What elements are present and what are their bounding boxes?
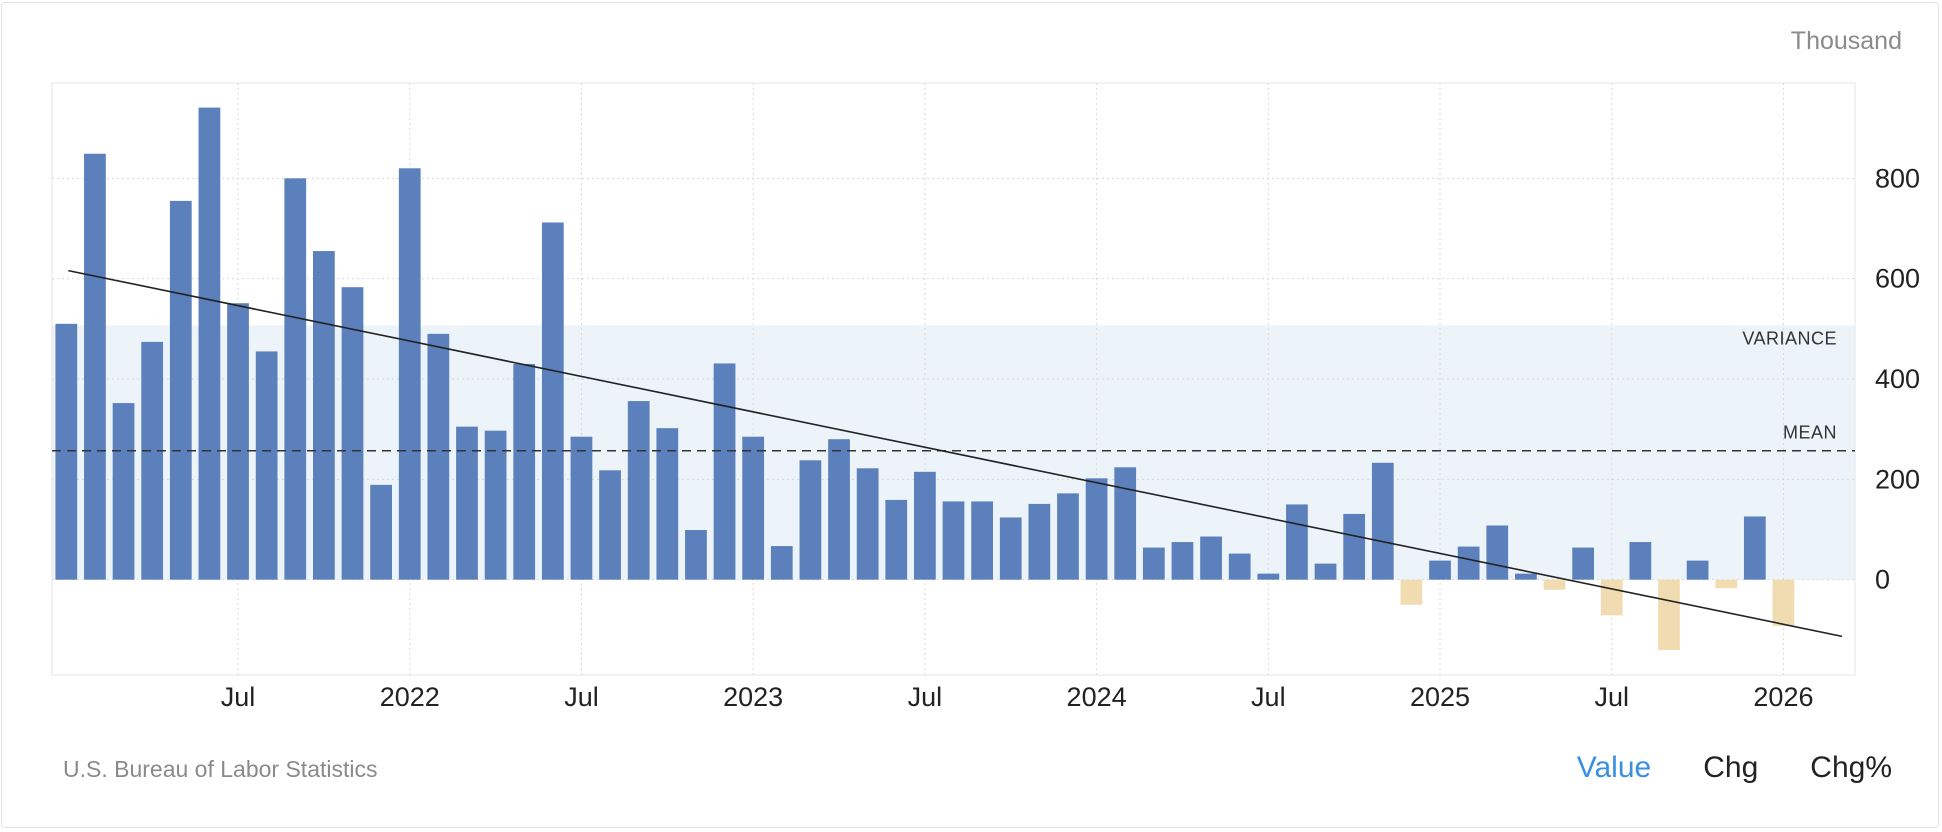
- toggle-chg-percent[interactable]: Chg%: [1810, 751, 1892, 784]
- x-tick-label: Jul: [221, 682, 256, 712]
- plot-frame: [51, 82, 1856, 676]
- bar: [942, 501, 965, 580]
- bar: [1429, 560, 1451, 580]
- bar: [1057, 493, 1079, 580]
- bar: [313, 251, 335, 580]
- y-tick-label: 600: [1875, 264, 1920, 294]
- bar: [198, 107, 221, 580]
- x-tick-label: Jul: [908, 682, 943, 712]
- bar: [1715, 579, 1738, 589]
- bar: [513, 363, 536, 580]
- bar: [1743, 516, 1766, 580]
- bar: [1543, 579, 1566, 590]
- bar: [1200, 536, 1222, 580]
- bar: [656, 428, 679, 580]
- bar: [685, 530, 707, 580]
- bar: [1658, 579, 1680, 650]
- x-tick-label: Jul: [1251, 682, 1286, 712]
- unit-label: Thousand: [1790, 27, 1902, 55]
- bar: [541, 222, 564, 580]
- trend-line: [68, 269, 1843, 638]
- bar: [169, 200, 192, 580]
- bar: [856, 468, 879, 580]
- bar: [828, 439, 850, 580]
- variance-label: VARIANCE: [1742, 328, 1837, 348]
- bar: [1371, 462, 1394, 580]
- bar: [427, 333, 450, 580]
- y-tick-label: 800: [1875, 163, 1920, 193]
- bar: [770, 546, 793, 580]
- bar: [255, 351, 278, 580]
- bar: [713, 363, 736, 580]
- bar: [570, 436, 593, 580]
- x-tick-label: 2024: [1067, 682, 1127, 712]
- x-tick-label: 2025: [1410, 682, 1470, 712]
- bar: [1629, 542, 1652, 580]
- bar: [1515, 573, 1537, 580]
- bar: [627, 401, 650, 580]
- bar: [1228, 553, 1251, 580]
- bar: [599, 470, 621, 580]
- toggle-value[interactable]: Value: [1576, 751, 1652, 784]
- y-tick-label: 200: [1875, 464, 1920, 494]
- x-tick-label: Jul: [1594, 682, 1629, 712]
- bar: [1257, 573, 1280, 580]
- bar: [227, 303, 249, 580]
- y-tick-label: 400: [1875, 364, 1920, 394]
- bar: [1114, 467, 1137, 580]
- bar: [398, 168, 421, 580]
- bar: [1142, 547, 1165, 580]
- bar: [1286, 504, 1308, 580]
- x-tick-label: Jul: [564, 682, 599, 712]
- bar: [341, 287, 364, 580]
- bar: [1171, 542, 1194, 580]
- bar: [1400, 579, 1423, 605]
- bar: [141, 341, 164, 580]
- bar: [1772, 579, 1795, 626]
- bar: [112, 403, 135, 580]
- bar: [971, 501, 993, 580]
- bar: [1686, 560, 1709, 580]
- mean-label: MEAN: [1783, 423, 1837, 443]
- y-tick-label: 0: [1875, 565, 1890, 595]
- bar: [1343, 513, 1366, 580]
- bar: [1486, 525, 1509, 580]
- x-tick-label: 2022: [380, 682, 440, 712]
- bar: [1085, 478, 1108, 580]
- toggle-chg[interactable]: Chg: [1703, 751, 1759, 784]
- x-tick-label: 2023: [723, 682, 783, 712]
- source-label: U.S. Bureau of Labor Statistics: [63, 756, 378, 782]
- x-tick-label: 2026: [1753, 682, 1813, 712]
- bar: [999, 517, 1022, 580]
- bar: [84, 153, 106, 580]
- bar: [799, 460, 822, 580]
- bar: [55, 323, 78, 580]
- bar: [1600, 579, 1623, 616]
- bar: [284, 178, 307, 580]
- bar: [456, 426, 478, 580]
- bar: [742, 436, 765, 580]
- bar: [1457, 546, 1480, 580]
- bar: [1572, 547, 1594, 580]
- bar: [1028, 503, 1051, 580]
- view-toggle-group: Value Chg Chg%: [1577, 751, 1892, 785]
- bar: [885, 499, 908, 580]
- bar: [484, 430, 507, 580]
- bar: [914, 471, 936, 580]
- bar: [370, 484, 392, 580]
- bar-chart: VARIANCE MEAN 0 200 400 600 800 Jul 2022 Jul 2023 J…: [51, 82, 1920, 712]
- bar: [1314, 563, 1337, 580]
